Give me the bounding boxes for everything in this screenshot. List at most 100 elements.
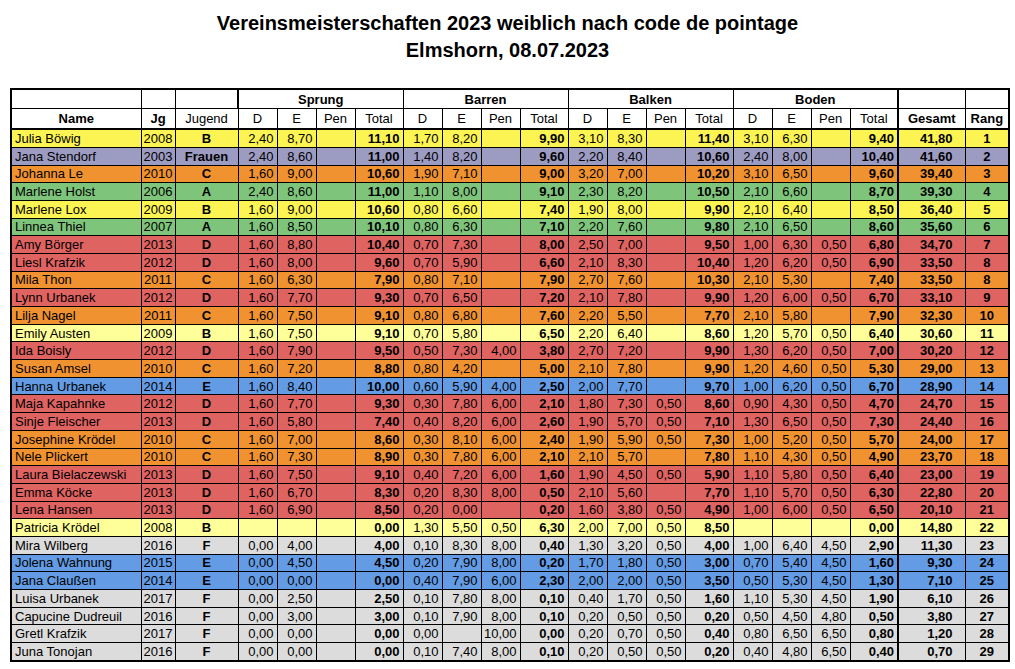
score-cell: 0,00 [238, 643, 277, 661]
total-score-cell: 9,30 [355, 289, 403, 307]
group-header-balken: Balken [568, 89, 733, 109]
score-cell [316, 342, 355, 360]
total-score-cell: 9,60 [355, 253, 403, 271]
score-cell: 2,10 [733, 183, 772, 201]
score-cell: 6,50 [772, 165, 811, 183]
score-cell [316, 253, 355, 271]
score-cell: 8,60 [277, 147, 316, 165]
score-cell: 6,20 [772, 342, 811, 360]
score-cell: 8,70 [277, 129, 316, 147]
score-cell: 0,80 [403, 200, 442, 218]
score-cell: 3,00 [277, 607, 316, 625]
column-header-boden-d: D [733, 109, 772, 130]
score-cell [316, 307, 355, 325]
score-cell: 2,00 [568, 377, 607, 395]
score-cell: 8,50 [277, 218, 316, 236]
score-cell [316, 501, 355, 519]
total-score-cell: 10,60 [355, 165, 403, 183]
table-row: Lilja Nagel2011C1,607,509,100,806,807,60… [11, 307, 1009, 325]
total-score-cell: 8,60 [685, 324, 733, 342]
jg-cell: 2013 [141, 466, 175, 484]
total-score-cell: 0,50 [850, 607, 898, 625]
score-cell [316, 183, 355, 201]
jugend-cell: D [175, 413, 238, 431]
gesamt-cell: 36,40 [898, 200, 965, 218]
score-cell [316, 200, 355, 218]
table-row: Johanna Le2010C1,609,0010,601,907,109,00… [11, 165, 1009, 183]
score-cell: 1,60 [238, 413, 277, 431]
total-score-cell: 11,00 [355, 147, 403, 165]
total-score-cell: 1,90 [850, 590, 898, 608]
score-cell: 6,50 [772, 218, 811, 236]
total-score-cell: 7,70 [685, 483, 733, 501]
jg-cell: 2013 [141, 483, 175, 501]
gesamt-cell: 30,20 [898, 342, 965, 360]
score-cell: 2,10 [568, 289, 607, 307]
gesamt-cell: 22,80 [898, 483, 965, 501]
score-cell: 7,30 [442, 342, 481, 360]
gesamt-cell: 33,50 [898, 253, 965, 271]
rang-cell: 9 [965, 289, 1009, 307]
score-cell [316, 554, 355, 572]
total-score-cell: 3,00 [355, 607, 403, 625]
total-score-cell: 9,10 [355, 466, 403, 484]
score-cell: 4,20 [442, 360, 481, 378]
score-cell [316, 324, 355, 342]
table-row: Marlene Holst2006A2,408,6011,001,108,009… [11, 183, 1009, 201]
total-score-cell: 6,30 [850, 483, 898, 501]
score-cell: 1,60 [238, 501, 277, 519]
jg-cell: 2010 [141, 430, 175, 448]
jugend-cell: A [175, 183, 238, 201]
total-score-cell: 2,90 [850, 536, 898, 554]
total-score-cell: 1,60 [685, 590, 733, 608]
score-cell: 7,50 [277, 466, 316, 484]
rang-cell: 7 [965, 236, 1009, 254]
total-score-cell: 10,40 [685, 253, 733, 271]
rang-cell: 2 [965, 147, 1009, 165]
total-score-cell: 8,90 [355, 448, 403, 466]
table-row: Jolena Wahnung2015E0,004,504,500,207,908… [11, 554, 1009, 572]
total-score-cell: 7,30 [850, 413, 898, 431]
score-cell: 8,00 [442, 183, 481, 201]
score-cell: 0,70 [403, 289, 442, 307]
gesamt-cell: 35,60 [898, 218, 965, 236]
score-cell: 7,50 [277, 307, 316, 325]
score-cell: 1,60 [238, 430, 277, 448]
gesamt-cell: 23,00 [898, 466, 965, 484]
total-score-cell: 9,50 [685, 236, 733, 254]
gesamt-cell: 11,30 [898, 536, 965, 554]
total-score-cell: 0,10 [520, 643, 568, 661]
score-cell: 8,00 [481, 554, 520, 572]
score-cell: 8,80 [277, 236, 316, 254]
column-header-barren-e: E [442, 109, 481, 130]
results-table: SprungBarrenBalkenBodenNameJgJugendDEPen… [10, 88, 1010, 662]
score-cell: 0,20 [568, 643, 607, 661]
score-cell [316, 572, 355, 590]
score-cell: 6,00 [481, 413, 520, 431]
column-header-jugend: Jugend [175, 109, 238, 130]
column-header-balken-total: Total [685, 109, 733, 130]
score-cell [811, 307, 850, 325]
score-cell: 7,90 [277, 342, 316, 360]
total-score-cell: 9,40 [850, 129, 898, 147]
score-cell: 8,30 [442, 536, 481, 554]
score-cell [316, 129, 355, 147]
table-row: Emma Köcke2013D1,606,708,300,208,308,000… [11, 483, 1009, 501]
score-cell: 0,50 [646, 413, 685, 431]
score-cell: 4,50 [811, 572, 850, 590]
table-row: Gretl Krafzik2017F0,000,000,000,0010,000… [11, 625, 1009, 643]
jg-cell: 2016 [141, 643, 175, 661]
score-cell [316, 643, 355, 661]
group-header-boden: Boden [733, 89, 898, 109]
score-cell: 0,50 [811, 342, 850, 360]
score-cell: 6,30 [277, 271, 316, 289]
score-cell: 5,50 [442, 519, 481, 537]
score-cell: 6,00 [481, 466, 520, 484]
score-cell: 4,50 [607, 466, 646, 484]
score-cell: 0,50 [481, 519, 520, 537]
score-cell: 6,80 [442, 307, 481, 325]
total-score-cell: 7,80 [685, 448, 733, 466]
score-cell: 1,60 [238, 253, 277, 271]
jg-cell: 2010 [141, 448, 175, 466]
score-cell: 0,00 [277, 572, 316, 590]
